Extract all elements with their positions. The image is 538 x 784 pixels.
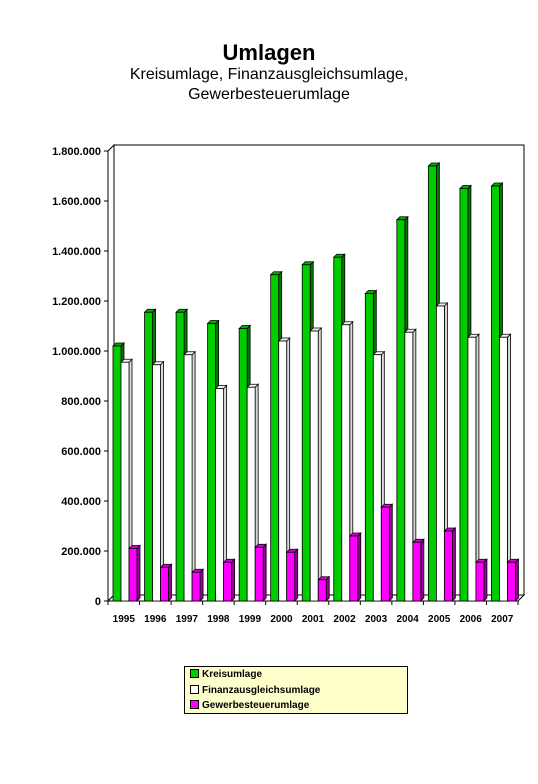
bar-side-gewerbesteuerumlage-2001 — [325, 575, 330, 602]
bar-kreisumlage-2003 — [364, 293, 374, 602]
bar-gewerbesteuerumlage-2000 — [286, 551, 296, 602]
bar-kreisumlage-2006 — [459, 188, 469, 602]
bar-side-gewerbesteuerumlage-2007 — [515, 558, 519, 602]
bar-finanzausgleichsumlage-2000 — [278, 340, 288, 602]
bar-finanzausgleichsumlage-1995 — [120, 361, 130, 602]
chart-subtitle-line-1: Kreisumlage, Finanzausgleichsumlage, — [129, 66, 409, 83]
legend-label-gewerbesteuerumlage: Gewerbesteuerumlage — [202, 700, 310, 711]
bar-kreisumlage-1999 — [238, 328, 248, 602]
bar-side-gewerbesteuerumlage-2005 — [451, 527, 456, 602]
bar-finanzausgleichsumlage-1997 — [183, 354, 193, 602]
bar-gewerbesteuerumlage-1995 — [128, 548, 138, 602]
chart-subtitle-line-2: Gewerbesteuerumlage — [188, 86, 350, 103]
y-tick-label: 400.000 — [61, 496, 101, 508]
legend-label-kreisumlage: Kreisumlage — [202, 669, 263, 680]
x-tick-label: 2005 — [428, 614, 451, 625]
y-tick-label: 1.400.000 — [52, 246, 101, 258]
legend-item-gewerbesteuerumlage: Gewerbesteuerumlage — [190, 699, 309, 713]
bar-side-finanzausgleichsumlage-1997 — [191, 350, 196, 602]
bar-side-gewerbesteuerumlage-2002 — [357, 532, 362, 602]
y-tick-label: 1.800.000 — [52, 146, 101, 158]
bar-kreisumlage-1998 — [207, 323, 217, 602]
bar-side-gewerbesteuerumlage-2006 — [483, 558, 488, 602]
bar-kreisumlage-1996 — [144, 311, 153, 602]
bar-gewerbesteuerumlage-1999 — [254, 546, 264, 602]
bar-gewerbesteuerumlage-2001 — [317, 579, 327, 602]
y-tick-label: 1.200.000 — [52, 296, 101, 308]
bar-side-gewerbesteuerumlage-2000 — [294, 548, 299, 602]
x-tick-label: 1995 — [113, 614, 136, 625]
x-tick-label: 2001 — [302, 614, 325, 625]
x-tick-label: 2002 — [333, 614, 356, 625]
x-tick-label: 2000 — [270, 614, 293, 625]
y-tick-label: 200.000 — [61, 546, 101, 558]
legend-swatch-finanzausgleichsumlage — [190, 684, 199, 694]
bar-side-gewerbesteuerumlage-1996 — [168, 563, 172, 602]
chart-title: Umlagen — [222, 40, 316, 65]
bar-finanzausgleichsumlage-2004 — [404, 331, 414, 602]
y-tick-label: 1.600.000 — [52, 196, 101, 208]
bar-kreisumlage-2005 — [427, 165, 437, 602]
bar-finanzausgleichsumlage-2001 — [309, 330, 319, 602]
x-tick-label: 1996 — [144, 614, 167, 625]
bar-side-gewerbesteuerumlage-1997 — [199, 568, 204, 602]
y-tick-label: 1.000.000 — [52, 346, 101, 358]
bar-finanzausgleichsumlage-1998 — [215, 388, 225, 602]
bar-kreisumlage-2001 — [301, 264, 311, 602]
bar-finanzausgleichsumlage-1999 — [246, 386, 256, 602]
x-tick-label: 1997 — [176, 614, 199, 625]
bar-gewerbesteuerumlage-1997 — [191, 571, 201, 602]
bar-gewerbesteuerumlage-1996 — [160, 566, 169, 602]
bar-finanzausgleichsumlage-2006 — [467, 336, 477, 602]
x-tick-label: 2007 — [491, 614, 514, 625]
bar-kreisumlage-2002 — [333, 256, 343, 602]
x-tick-label: 2003 — [365, 614, 388, 625]
bar-finanzausgleichsumlage-2007 — [499, 336, 508, 602]
bar-side-gewerbesteuerumlage-1995 — [136, 544, 141, 602]
bar-kreisumlage-1997 — [175, 311, 185, 602]
bar-finanzausgleichsumlage-2003 — [372, 354, 382, 602]
bar-side-gewerbesteuerumlage-1998 — [231, 558, 236, 602]
bar-gewerbesteuerumlage-2003 — [380, 506, 390, 602]
legend-item-kreisumlage: Kreisumlage — [190, 668, 262, 682]
bar-gewerbesteuerumlage-2004 — [412, 541, 422, 602]
y-tick-label: 800.000 — [61, 396, 101, 408]
legend-swatch-gewerbesteuerumlage — [190, 699, 199, 709]
bar-finanzausgleichsumlage-2002 — [341, 324, 351, 602]
bar-kreisumlage-2004 — [396, 219, 406, 602]
x-tick-label: 1999 — [239, 614, 262, 625]
bar-gewerbesteuerumlage-2006 — [475, 561, 485, 602]
bar-gewerbesteuerumlage-2005 — [443, 530, 453, 602]
bar-finanzausgleichsumlage-2005 — [435, 305, 445, 602]
y-tick-label: 600.000 — [61, 446, 101, 458]
legend-item-finanzausgleichsumlage: Finanzausgleichsumlage — [190, 684, 320, 698]
bar-kreisumlage-2000 — [270, 274, 280, 602]
bar-side-finanzausgleichsumlage-2001 — [317, 327, 322, 602]
bar-gewerbesteuerumlage-2007 — [507, 561, 516, 602]
legend-swatch-kreisumlage — [190, 668, 199, 678]
x-tick-label: 2004 — [396, 614, 419, 625]
x-tick-label: 1998 — [207, 614, 230, 625]
y-tick-label: 0 — [95, 596, 101, 608]
chart-legend: Kreisumlage Finanzausgleichsumlage Gewer… — [184, 666, 408, 714]
bar-gewerbesteuerumlage-2002 — [349, 535, 359, 602]
bar-kreisumlage-2007 — [491, 185, 500, 602]
bar-side-gewerbesteuerumlage-2003 — [388, 503, 393, 602]
bar-side-gewerbesteuerumlage-2004 — [420, 538, 425, 602]
bar-gewerbesteuerumlage-1998 — [223, 561, 233, 602]
bar-side-gewerbesteuerumlage-1999 — [262, 543, 267, 602]
bar-finanzausgleichsumlage-1996 — [152, 364, 161, 602]
bar-kreisumlage-1995 — [112, 345, 122, 602]
x-tick-label: 2006 — [460, 614, 483, 625]
legend-label-finanzausgleichsumlage: Finanzausgleichsumlage — [202, 685, 321, 696]
